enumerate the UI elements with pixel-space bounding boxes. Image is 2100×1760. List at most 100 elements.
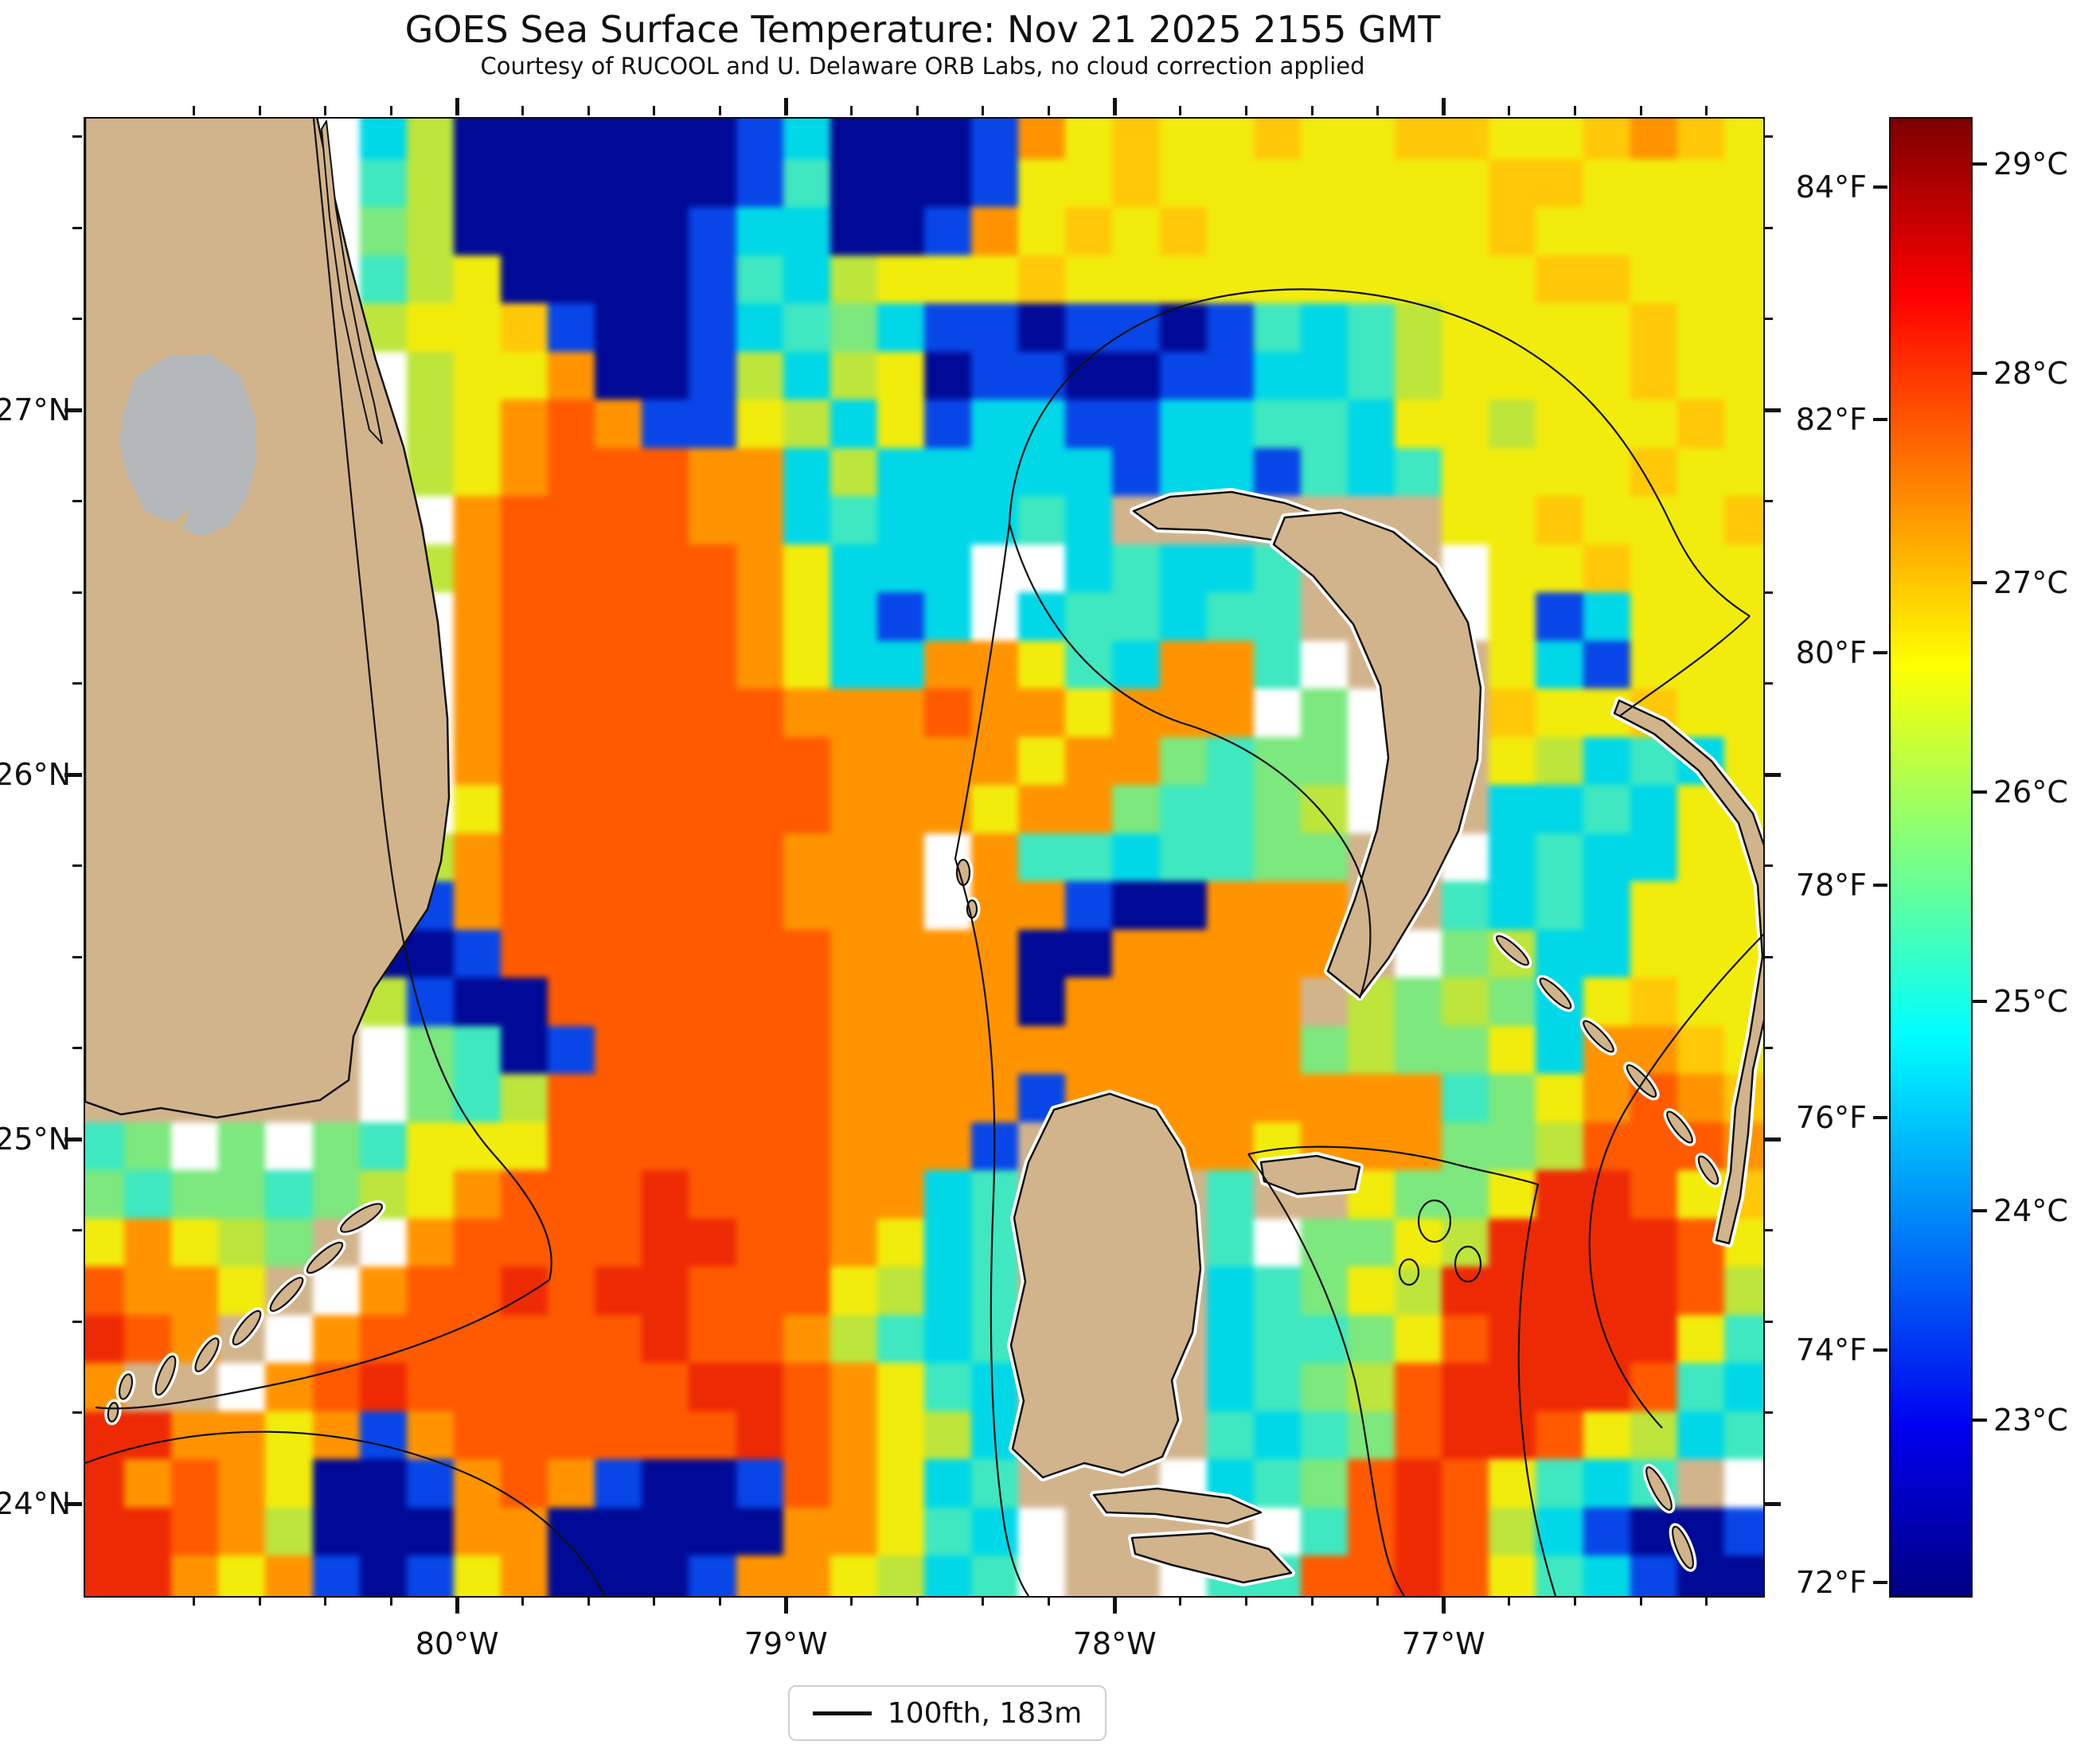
sst-cell [736, 544, 783, 593]
isobath-oval-1 [1454, 1245, 1482, 1283]
isobath-contour-0 [312, 119, 552, 1281]
sst-cell [1159, 881, 1207, 930]
sst-cell [1253, 1025, 1301, 1075]
sst-cell [642, 929, 689, 978]
sst-cell [642, 785, 689, 833]
sst-cell [595, 1170, 642, 1219]
sst-cell [312, 1122, 360, 1171]
sst-cell [548, 255, 595, 304]
sst-cell [1159, 351, 1207, 400]
sst-cell [1723, 303, 1763, 352]
sst-cell [453, 881, 501, 930]
sst-cell [1489, 158, 1536, 208]
sst-cell [1018, 689, 1066, 737]
sst-cell [1489, 833, 1536, 882]
sst-cell [1300, 351, 1348, 400]
sst-cell [689, 640, 736, 689]
isobath-contour-8 [1247, 1145, 1557, 1596]
sst-cell [829, 785, 877, 833]
sst-cell [1347, 1411, 1395, 1460]
sst-cell [1489, 689, 1536, 737]
sst-cell [829, 303, 877, 352]
sst-cell [548, 1074, 595, 1122]
x-axis-tick [1639, 106, 1642, 115]
x-axis-tick [258, 106, 261, 115]
sst-cell [642, 1411, 689, 1460]
sst-cell [595, 1266, 642, 1315]
x-axis-tick [1639, 1596, 1642, 1606]
sst-cell [923, 1122, 972, 1171]
sst-cell [642, 1459, 689, 1508]
sst-cell [971, 1266, 1019, 1315]
sst-cell [124, 1122, 172, 1171]
sst-cell [1206, 881, 1254, 930]
sst-cell [1206, 400, 1254, 448]
sst-cell [1112, 689, 1160, 737]
y-axis-tick [1763, 1411, 1773, 1415]
sst-cell [923, 881, 972, 930]
sst-cell [1253, 119, 1301, 159]
sst-cell [876, 303, 924, 352]
x-axis-tick [587, 106, 590, 115]
land-cay-7 [107, 1402, 119, 1422]
sst-cell [876, 496, 924, 544]
sst-cell [595, 929, 642, 978]
sst-cell [1065, 785, 1113, 833]
sst-cell [500, 978, 548, 1026]
sst-cell [548, 1555, 595, 1596]
sst-cell [171, 1170, 219, 1219]
colorbar-tick-f [1873, 1116, 1887, 1120]
sst-cell [1253, 1314, 1301, 1364]
sst-cell [783, 544, 830, 593]
sst-cell [1489, 1507, 1536, 1556]
sst-cell [1347, 1218, 1395, 1267]
sst-cell [595, 1411, 642, 1460]
sst-cell [1347, 351, 1395, 400]
sst-cell [453, 496, 501, 544]
sst-cell [689, 1218, 736, 1267]
sst-cell [1676, 496, 1724, 544]
sst-cell [548, 978, 595, 1026]
sst-cell [642, 303, 689, 352]
land-cay-13 [1697, 1155, 1719, 1185]
sst-cell [1723, 207, 1763, 256]
sst-cell [312, 1363, 360, 1411]
sst-cell [689, 833, 736, 882]
sst-cell [1536, 1459, 1583, 1508]
sst-cell [359, 1074, 407, 1122]
sst-cell [829, 119, 877, 159]
sst-cell [359, 1314, 407, 1364]
sst-cell [1065, 255, 1113, 304]
sst-cell [453, 1170, 501, 1219]
sst-cell [1536, 929, 1583, 978]
colorbar [1889, 117, 1973, 1598]
sst-cell [829, 496, 877, 544]
sst-cell [736, 351, 783, 400]
sst-cell [923, 785, 972, 833]
sst-cell [642, 1266, 689, 1315]
colorbar-label-f: 72°F [1795, 1565, 1867, 1601]
sst-cell [500, 785, 548, 833]
sst-cell [548, 1170, 595, 1219]
sst-cell [923, 119, 972, 159]
sst-cell [971, 978, 1019, 1026]
sst-cell [85, 1555, 125, 1596]
sst-cell [829, 1411, 877, 1460]
sst-cell [1583, 1555, 1630, 1596]
sst-cell [1206, 736, 1254, 786]
y-axis-tick [72, 591, 82, 594]
sst-cell [783, 592, 830, 641]
sst-cell [1253, 207, 1301, 256]
sst-cell [783, 1122, 830, 1171]
sst-cell [1112, 1025, 1160, 1075]
sst-cell [783, 207, 830, 256]
sst-cell [1206, 1266, 1254, 1315]
sst-cell [1536, 1266, 1583, 1315]
sst-cell [923, 592, 972, 641]
sst-cell [1065, 592, 1113, 641]
y-axis-tick [1763, 864, 1773, 868]
sst-cell [1018, 255, 1066, 304]
sst-cell [1253, 255, 1301, 304]
sst-cell [642, 1170, 689, 1219]
sst-cell [1489, 1218, 1536, 1267]
